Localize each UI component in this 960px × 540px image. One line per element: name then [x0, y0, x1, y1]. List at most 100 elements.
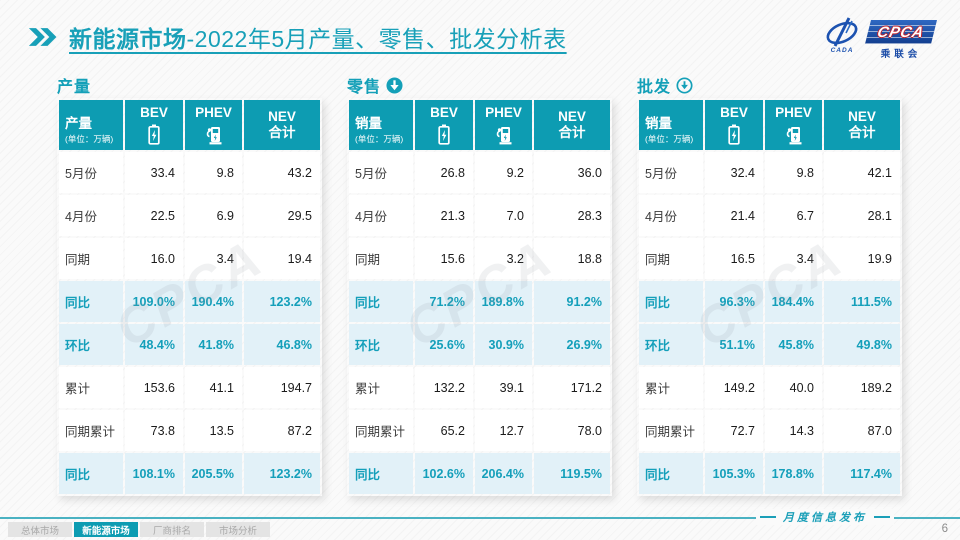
table-header-label: 销量	[355, 116, 382, 131]
charger-icon	[786, 126, 802, 144]
value-cell: 49.8%	[824, 324, 900, 365]
value-cell: 28.3	[534, 195, 610, 236]
row-label: 同期累计	[639, 410, 703, 451]
battery-icon	[728, 124, 740, 145]
value-cell: 28.1	[824, 195, 900, 236]
value-cell: 108.1%	[125, 453, 183, 494]
table-row: 环比 51.1% 45.8% 49.8%	[639, 324, 900, 365]
value-cell: 18.8	[534, 238, 610, 279]
section-title: 批发	[637, 79, 672, 96]
table-row: 同期累计 72.7 14.3 87.0	[639, 410, 900, 451]
value-cell: 43.2	[244, 152, 320, 193]
value-cell: 9.8	[185, 152, 242, 193]
table-row: 环比 25.6% 30.9% 26.9%	[349, 324, 610, 365]
nev-label-line1: NEV	[268, 108, 296, 124]
page-title-rest: -2022年5月产量、零售、批发分析表	[186, 26, 567, 52]
table-row: 累计 153.6 41.1 194.7	[59, 367, 320, 408]
row-label: 5月份	[59, 152, 123, 193]
data-table-section: 零售 CPCA 销量	[347, 74, 612, 496]
table-header-label: 产量	[65, 116, 92, 131]
value-cell: 109.0%	[125, 281, 183, 322]
row-label: 4月份	[59, 195, 123, 236]
column-header-nev: NEV 合计	[244, 100, 320, 150]
value-cell: 19.4	[244, 238, 320, 279]
nev-label-line2: 合计	[558, 125, 586, 140]
value-cell: 87.2	[244, 410, 320, 451]
table-header-label: 销量	[645, 116, 672, 131]
value-cell: 16.0	[125, 238, 183, 279]
cpca-emblem-icon	[826, 17, 858, 47]
value-cell: 119.5%	[534, 453, 610, 494]
table-body: 5月份 26.8 9.2 36.0 4月份 21.3 7.0 28.3 同期 15.6 3.2 18.…	[349, 152, 610, 494]
table-row: 4月份 21.4 6.7 28.1	[639, 195, 900, 236]
footer-note: 月度信息发布	[756, 509, 894, 525]
value-cell: 123.2%	[244, 281, 320, 322]
nav-tab-nev-market[interactable]: 新能源市场	[74, 522, 138, 537]
value-cell: 41.8%	[185, 324, 242, 365]
table-header-label-cell: 销量 (单位：万辆)	[349, 100, 413, 150]
cpca-logo: CADA CPCA 乘联会	[821, 17, 937, 60]
value-cell: 39.1	[475, 367, 532, 408]
table-row: 5月份 32.4 9.8 42.1	[639, 152, 900, 193]
row-label: 环比	[639, 324, 703, 365]
row-label: 4月份	[639, 195, 703, 236]
section-title: 产量	[57, 79, 92, 96]
row-label: 同期	[639, 238, 703, 279]
value-cell: 153.6	[125, 367, 183, 408]
value-cell: 36.0	[534, 152, 610, 193]
value-cell: 3.4	[185, 238, 242, 279]
value-cell: 6.7	[765, 195, 822, 236]
emblem-caption: CADA	[830, 47, 854, 54]
value-cell: 45.8%	[765, 324, 822, 365]
section-header: 产量	[57, 74, 322, 96]
value-cell: 65.2	[415, 410, 473, 451]
row-label: 同比	[59, 453, 123, 494]
row-label: 累计	[59, 367, 123, 408]
double-chevron-icon	[28, 25, 60, 49]
value-cell: 42.1	[824, 152, 900, 193]
column-header-nev: NEV 合计	[534, 100, 610, 150]
page-number: 6	[941, 523, 948, 535]
slide-title-bar: 新能源市场-2022年5月产量、零售、批发分析表	[28, 20, 567, 54]
phev-label: PHEV	[485, 105, 522, 121]
value-cell: 111.5%	[824, 281, 900, 322]
table-header-row: 产量 (单位：万辆) BEV PHEV	[59, 100, 320, 150]
table-header-label-cell: 销量 (单位：万辆)	[639, 100, 703, 150]
value-cell: 171.2	[534, 367, 610, 408]
row-label: 同期累计	[349, 410, 413, 451]
data-table: 销量 (单位：万辆) BEV PHEV	[347, 98, 612, 496]
table-row: 同期 16.0 3.4 19.4	[59, 238, 320, 279]
value-cell: 184.4%	[765, 281, 822, 322]
value-cell: 13.5	[185, 410, 242, 451]
value-cell: 48.4%	[125, 324, 183, 365]
value-cell: 14.3	[765, 410, 822, 451]
table-header-label-cell: 产量 (单位：万辆)	[59, 100, 123, 150]
row-label: 累计	[349, 367, 413, 408]
table-row: 同期 15.6 3.2 18.8	[349, 238, 610, 279]
value-cell: 51.1%	[705, 324, 763, 365]
bev-label: BEV	[140, 105, 168, 121]
table-row: 同比 105.3% 178.8% 117.4%	[639, 453, 900, 494]
table-header-unit: (单位：万辆)	[65, 134, 114, 144]
nav-tab-market-analysis[interactable]: 市场分析	[206, 522, 270, 537]
table-header-unit: (单位：万辆)	[355, 134, 404, 144]
value-cell: 123.2%	[244, 453, 320, 494]
value-cell: 3.4	[765, 238, 822, 279]
value-cell: 26.9%	[534, 324, 610, 365]
nav-tab-oem-ranking[interactable]: 厂商排名	[140, 522, 204, 537]
row-label: 同期	[59, 238, 123, 279]
value-cell: 9.8	[765, 152, 822, 193]
row-label: 同比	[349, 453, 413, 494]
value-cell: 117.4%	[824, 453, 900, 494]
row-label: 4月份	[349, 195, 413, 236]
battery-icon	[148, 124, 160, 145]
value-cell: 205.5%	[185, 453, 242, 494]
phev-label: PHEV	[775, 105, 812, 121]
row-label: 同期	[349, 238, 413, 279]
data-table-section: 批发 CPCA 销量	[637, 74, 902, 496]
column-header-phev: PHEV	[765, 100, 822, 150]
value-cell: 78.0	[534, 410, 610, 451]
bev-label: BEV	[430, 105, 458, 121]
nav-tab-overall-market[interactable]: 总体市场	[8, 522, 72, 537]
value-cell: 40.0	[765, 367, 822, 408]
